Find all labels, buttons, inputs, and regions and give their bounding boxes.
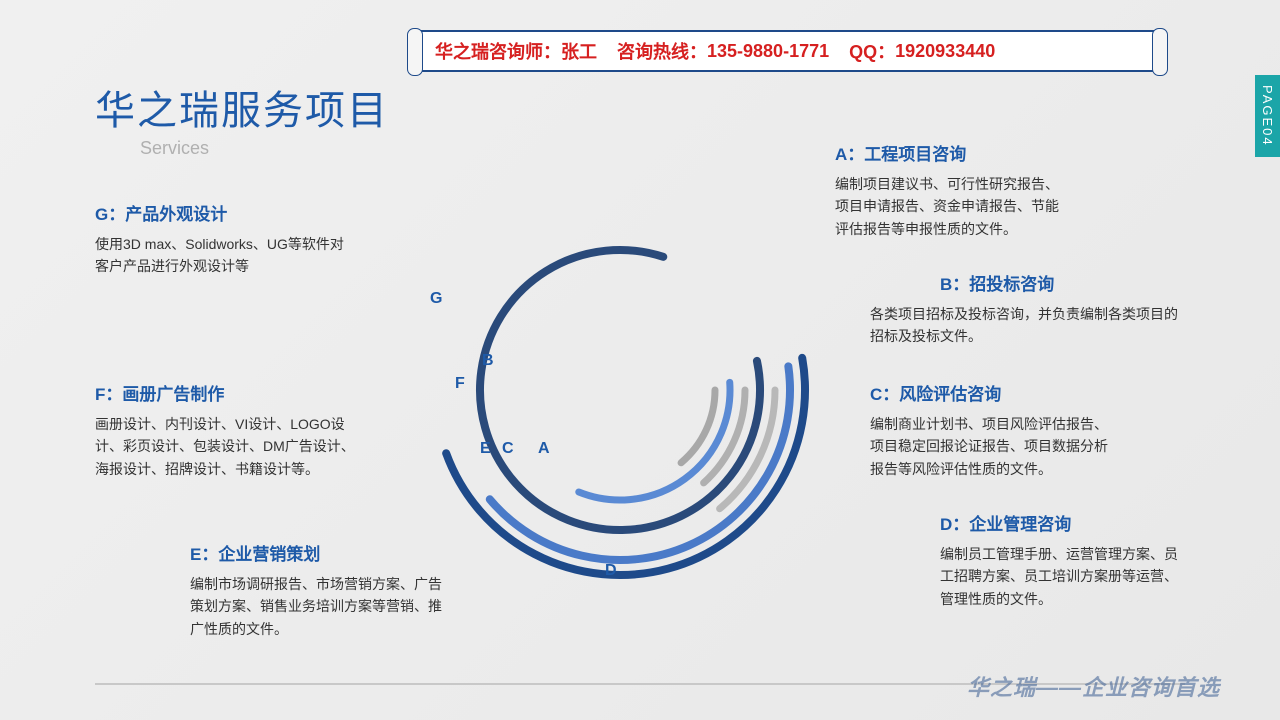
service-c: C：风险评估咨询 编制商业计划书、项目风险评估报告、项目稳定回报论证报告、项目数… xyxy=(870,380,1120,480)
service-desc: 编制商业计划书、项目风险评估报告、项目稳定回报论证报告、项目数据分析报告等风险评… xyxy=(870,413,1120,480)
service-title: B：招投标咨询 xyxy=(940,270,1180,295)
hotline-number: 135-9880-1771 xyxy=(707,41,829,62)
consultant-name: 张工 xyxy=(561,38,597,64)
hotline-label: 咨询热线： xyxy=(617,38,707,64)
service-title: F：画册广告制作 xyxy=(95,380,355,405)
service-desc: 编制项目建议书、可行性研究报告、项目申请报告、资金申请报告、节能评估报告等申报性… xyxy=(835,173,1070,240)
service-d: D：企业管理咨询 编制员工管理手册、运营管理方案、员工招聘方案、员工培训方案册等… xyxy=(940,510,1180,610)
arc-label-d: D xyxy=(605,562,617,580)
service-desc: 编制员工管理手册、运营管理方案、员工招聘方案、员工培训方案册等运营、管理性质的文… xyxy=(940,543,1180,610)
qq-label: QQ： xyxy=(849,38,895,64)
service-desc: 画册设计、内刊设计、VI设计、LOGO设计、彩页设计、包装设计、DM广告设计、海… xyxy=(95,413,355,480)
watermark: 华之瑞——企业咨询首选 xyxy=(967,670,1220,702)
service-title: A：工程项目咨询 xyxy=(835,140,1070,165)
arc-label-f: F xyxy=(455,375,465,393)
service-g: G：产品外观设计 使用3D max、Solidworks、UG等软件对客户产品进… xyxy=(95,200,355,278)
service-f: F：画册广告制作 画册设计、内刊设计、VI设计、LOGO设计、彩页设计、包装设计… xyxy=(95,380,355,480)
qq-number: 1920933440 xyxy=(895,41,995,62)
arc-label-a: A xyxy=(538,440,550,458)
service-title: D：企业管理咨询 xyxy=(940,510,1180,535)
service-desc: 各类项目招标及投标咨询，并负责编制各类项目的招标及投标文件。 xyxy=(870,303,1180,348)
service-a: A：工程项目咨询 编制项目建议书、可行性研究报告、项目申请报告、资金申请报告、节… xyxy=(835,140,1070,240)
service-title: G：产品外观设计 xyxy=(95,200,355,225)
page-title: 华之瑞服务项目 xyxy=(95,78,389,136)
arc-label-g: G xyxy=(430,290,442,308)
service-desc: 使用3D max、Solidworks、UG等软件对客户产品进行外观设计等 xyxy=(95,233,355,278)
service-title: C：风险评估咨询 xyxy=(870,380,1120,405)
contact-banner: 华之瑞咨询师： 张工 咨询热线： 135-9880-1771 QQ： 19209… xyxy=(415,30,1160,72)
consultant-label: 华之瑞咨询师： xyxy=(435,38,561,64)
arc-label-b: B xyxy=(482,352,494,370)
service-b: B：招投标咨询 各类项目招标及投标咨询，并负责编制各类项目的招标及投标文件。 xyxy=(870,270,1180,348)
title-block: 华之瑞服务项目 Services xyxy=(95,78,389,159)
arc-diagram: ABCDEFG xyxy=(400,130,840,570)
arc-label-c: C xyxy=(502,440,514,458)
page-tab: PAGE04 xyxy=(1255,75,1280,157)
arc-label-e: E xyxy=(480,440,491,458)
page-subtitle: Services xyxy=(140,138,389,159)
